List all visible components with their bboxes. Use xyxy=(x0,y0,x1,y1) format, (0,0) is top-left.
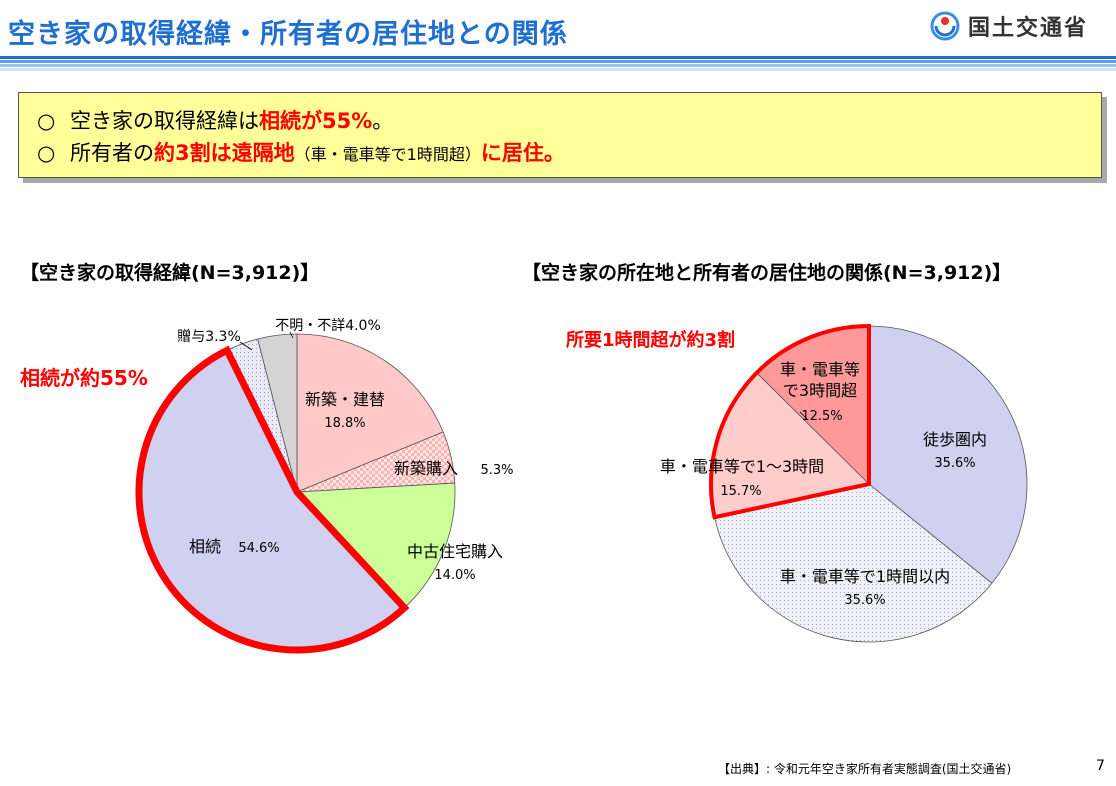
slice-value: 15.7% xyxy=(720,484,761,499)
summary-highlight: 相続が55% xyxy=(259,109,373,133)
slice-label: 中古住宅購入 xyxy=(407,542,503,561)
summary-text: 空き家の取得経緯は xyxy=(70,109,260,133)
slice-label: 新築購入 xyxy=(394,459,458,478)
pie-slice xyxy=(138,349,405,651)
slice-value: 14.0% xyxy=(434,568,475,583)
pie-slice xyxy=(714,483,993,643)
slice-value: 18.8% xyxy=(324,416,365,431)
bullet: ○ xyxy=(37,141,56,165)
pie-slice xyxy=(296,431,456,493)
slice-value: 35.6% xyxy=(934,456,975,471)
slice-label: 車・電車等で1～3時間 xyxy=(660,457,824,476)
page-number: 7 xyxy=(1096,758,1105,774)
slice-label: 車・電車等で1時間以内 xyxy=(780,567,950,586)
pie-slice xyxy=(296,333,444,493)
summary-highlight: 約3割は遠隔地 xyxy=(154,141,295,165)
summary-text: 所有者の xyxy=(70,141,155,165)
summary-line-2: ○ 所有者の約3割は遠隔地（車・電車等で1時間超）に居住。 xyxy=(37,137,1101,171)
slice-label: 新築・建替 xyxy=(305,390,385,409)
source-note: 【出典】: 令和元年空き家所有者実態調査(国土交通省) xyxy=(718,762,1012,776)
bullet: ○ xyxy=(37,109,56,133)
inheritance-highlight-outline xyxy=(135,345,410,654)
summary-line-1: ○ 空き家の取得経緯は相続が55%。 xyxy=(37,105,1101,137)
summary-text: 。 xyxy=(372,109,394,133)
page-title: 空き家の取得経緯・所有者の居住地との関係 xyxy=(8,19,568,50)
slice-label: で3時間超 xyxy=(783,381,857,400)
ministry-logo: 国土交通省 xyxy=(930,10,1088,42)
summary-box: ○ 空き家の取得経緯は相続が55%。 ○ 所有者の約3割は遠隔地（車・電車等で1… xyxy=(18,92,1102,178)
summary-highlight: に居住。 xyxy=(480,141,565,165)
slice-value: 54.6% xyxy=(238,541,279,556)
header-divider xyxy=(0,56,1116,74)
leader-line xyxy=(799,411,809,421)
logo-text: 国土交通省 xyxy=(968,16,1089,41)
mlit-logo-icon xyxy=(930,11,960,41)
pie-slice xyxy=(226,338,298,493)
slice-label: 相続 xyxy=(189,537,221,556)
pie-slice xyxy=(756,325,870,485)
slice-label: 車・電車等 xyxy=(780,360,860,379)
slice-value: 35.6% xyxy=(844,593,885,608)
slice-value: 12.5% xyxy=(801,409,842,424)
pie-slice xyxy=(296,482,456,609)
pie-slice xyxy=(710,372,870,518)
chart1-callout: 相続が約55% xyxy=(20,366,148,390)
chart1-title: 【空き家の取得経緯(N=3,912)】 xyxy=(20,262,320,284)
chart2-callout: 所要1時間超が約3割 xyxy=(566,329,735,351)
pie-slice xyxy=(257,333,298,493)
over-1hour-highlight-outline xyxy=(709,323,871,520)
slice-label: 贈与3.3% xyxy=(177,329,241,345)
leader-line xyxy=(239,341,253,351)
pie-slice xyxy=(868,325,1028,584)
chart2-title: 【空き家の所在地と所有者の居住地の関係(N=3,912)】 xyxy=(522,262,1012,284)
slice-label: 不明・不詳4.0% xyxy=(275,318,381,334)
summary-note: （車・電車等で1時間超） xyxy=(294,145,481,164)
slice-value: 5.3% xyxy=(480,463,513,478)
slice-label: 徒歩圏内 xyxy=(923,430,987,449)
leader-line xyxy=(289,331,294,339)
